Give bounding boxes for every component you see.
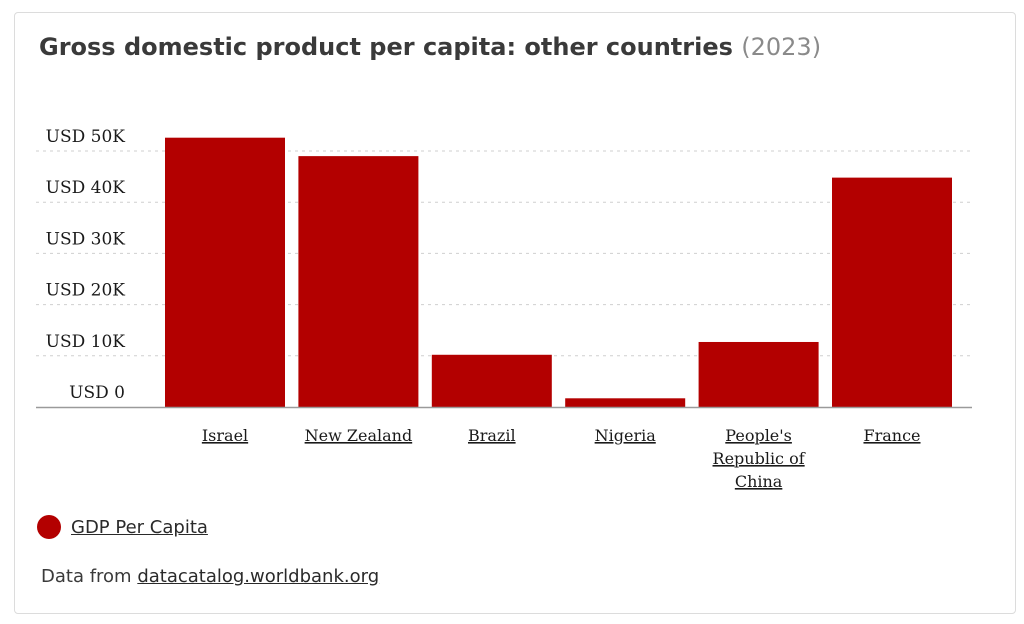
x-tick-label-line: New Zealand [305,426,413,445]
x-tick-label[interactable]: New Zealand [305,426,413,445]
y-tick-label: USD 30K [46,229,126,249]
x-tick-label-line: Israel [202,426,248,445]
y-tick-label: USD 10K [46,332,126,352]
y-tick-label: USD 20K [46,281,126,301]
x-tick-label[interactable]: Israel [202,426,248,445]
x-tick-label-line: France [863,426,920,445]
x-tick-label-line: People's [725,426,792,445]
source-link[interactable]: datacatalog.worldbank.org [137,566,380,587]
bar [698,341,819,407]
x-tick-label-line: China [735,472,783,491]
legend-item-gdp-per-capita[interactable]: GDP Per Capita [71,516,208,538]
chart-title-year: (2023) [741,33,822,61]
y-tick-label: USD 40K [46,178,126,198]
source-prefix: Data from [41,566,138,587]
source-note: Data from datacatalog.worldbank.org [41,566,379,587]
x-tick-label[interactable]: People's Republic of China [713,426,806,491]
chart-title: Gross domestic product per capita: other… [39,33,821,61]
bar [565,398,686,407]
chart-title-text: Gross domestic product per capita: other… [39,33,733,61]
legend-swatch-icon [37,515,61,539]
y-tick-label: USD 0 [69,383,125,403]
x-tick-label-line: Brazil [468,426,516,445]
bar [832,177,952,407]
bar [165,137,285,408]
x-tick-label-line: Republic of [713,449,806,468]
x-tick-label-line: Nigeria [595,426,657,445]
legend: GDP Per Capita [37,515,208,539]
y-tick-label: USD 50K [46,127,126,147]
x-tick-label[interactable]: France [863,426,920,445]
x-tick-label[interactable]: Nigeria [595,426,657,445]
bar [431,354,552,407]
x-tick-label[interactable]: Brazil [468,426,516,445]
bar [298,156,419,407]
